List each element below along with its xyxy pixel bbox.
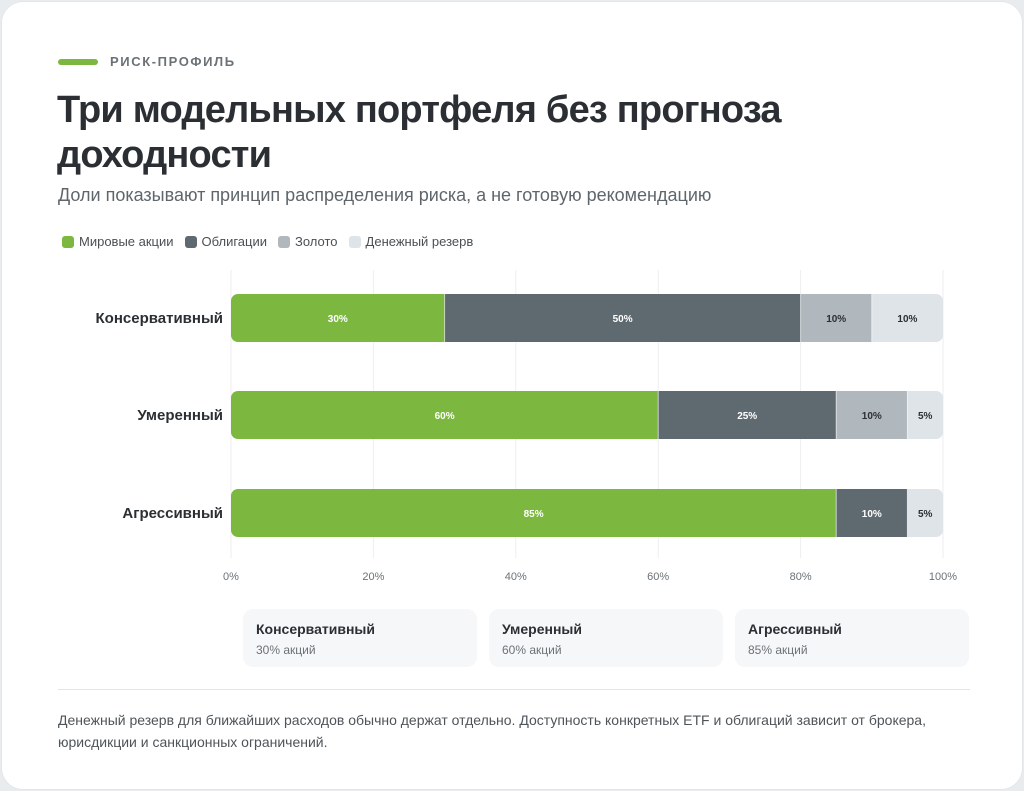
eyebrow-label: РИСК-ПРОФИЛЬ (110, 54, 236, 69)
summary-card-moderate: Умеренный 60% акций (489, 609, 723, 667)
bar-data-label: 10% (897, 314, 917, 325)
legend-swatch-gold (278, 235, 291, 248)
bar-segment-Денежный-резерв (907, 391, 943, 439)
bar-data-label: 60% (435, 411, 455, 422)
x-tick-label: 40% (505, 571, 527, 583)
divider (58, 689, 970, 690)
bar-data-label: 5% (918, 509, 933, 520)
stacked-bar-chart: 0% 20% 40% 60% 80% 100% Консервативный 30% 50% 10… (96, 270, 957, 583)
summary-card-subtitle: 60% акций (502, 643, 562, 657)
y-category-label: Умеренный (137, 407, 223, 424)
bar-segment-Денежный-резерв (871, 294, 943, 342)
legend-swatch-cash (348, 235, 361, 248)
bar-segment-Мировые-акции (231, 294, 445, 342)
bar-segment-Мировые-акции (231, 489, 837, 537)
page-subtitle: Доли показывают принцип распределения ри… (58, 185, 712, 205)
legend-swatch-bonds (184, 235, 197, 248)
bar-segment-Облигации (658, 391, 837, 439)
summary-card-subtitle: 30% акций (256, 643, 316, 657)
page-title: Три модельных портфеля без прогноза дохо… (57, 89, 782, 176)
eyebrow: РИСК-ПРОФИЛЬ (58, 54, 236, 69)
chart-legend: Мировые акции Облигации Золото Денежный … (62, 234, 484, 249)
x-tick-label: 60% (647, 571, 669, 583)
x-tick-label: 100% (929, 571, 957, 583)
bar-segment-Мировые-акции (231, 391, 659, 439)
summary-card-conservative: Консервативный 30% акций (243, 609, 477, 667)
bar-data-label: 5% (918, 411, 933, 422)
summary-card-title: Консервативный (256, 621, 375, 637)
bar-data-label: 10% (862, 411, 882, 422)
legend-item-stocks: Мировые акции (62, 234, 174, 249)
legend-label-cash: Денежный резерв (365, 234, 474, 249)
bar-data-label: 85% (524, 509, 544, 520)
y-category-label: Консервативный (96, 310, 223, 327)
summary-card-subtitle: 85% акций (748, 643, 808, 657)
legend-item-cash: Денежный резерв (348, 234, 474, 249)
x-tick-label: 20% (362, 571, 384, 583)
bar-segment-Золото (836, 391, 908, 439)
summary-card-title: Умеренный (502, 621, 582, 637)
bar-data-label: 25% (737, 411, 757, 422)
x-tick-label: 0% (223, 571, 239, 583)
bar-data-label: 10% (862, 509, 882, 520)
summary-cards: Консервативный 30% акций Умеренный 60% а… (243, 609, 981, 667)
bar-data-label: 30% (328, 314, 348, 325)
bar-segment-Облигации (444, 294, 801, 342)
bar-data-label: 10% (826, 314, 846, 325)
legend-swatch-stocks (62, 235, 74, 248)
bar-segment-Денежный-резерв (907, 489, 943, 537)
summary-card-aggressive: Агрессивный 85% акций (735, 609, 969, 667)
bar-data-label: 50% (613, 314, 633, 325)
footnote: Денежный резерв для ближайших расходов о… (58, 712, 926, 750)
bar-segment-Облигации (836, 489, 908, 537)
legend-item-bonds: Облигации (184, 234, 268, 249)
legend-label-bonds: Облигации (201, 234, 268, 249)
x-tick-label: 80% (790, 571, 812, 583)
legend-item-gold: Золото (278, 234, 338, 249)
y-category-label: Агрессивный (122, 505, 223, 522)
legend-label-stocks: Мировые акции (79, 234, 174, 249)
bar-segment-Золото (800, 294, 872, 342)
legend-label-gold: Золото (295, 234, 338, 249)
summary-card-title: Агрессивный (748, 621, 842, 637)
eyebrow-accent-bar (58, 58, 98, 65)
